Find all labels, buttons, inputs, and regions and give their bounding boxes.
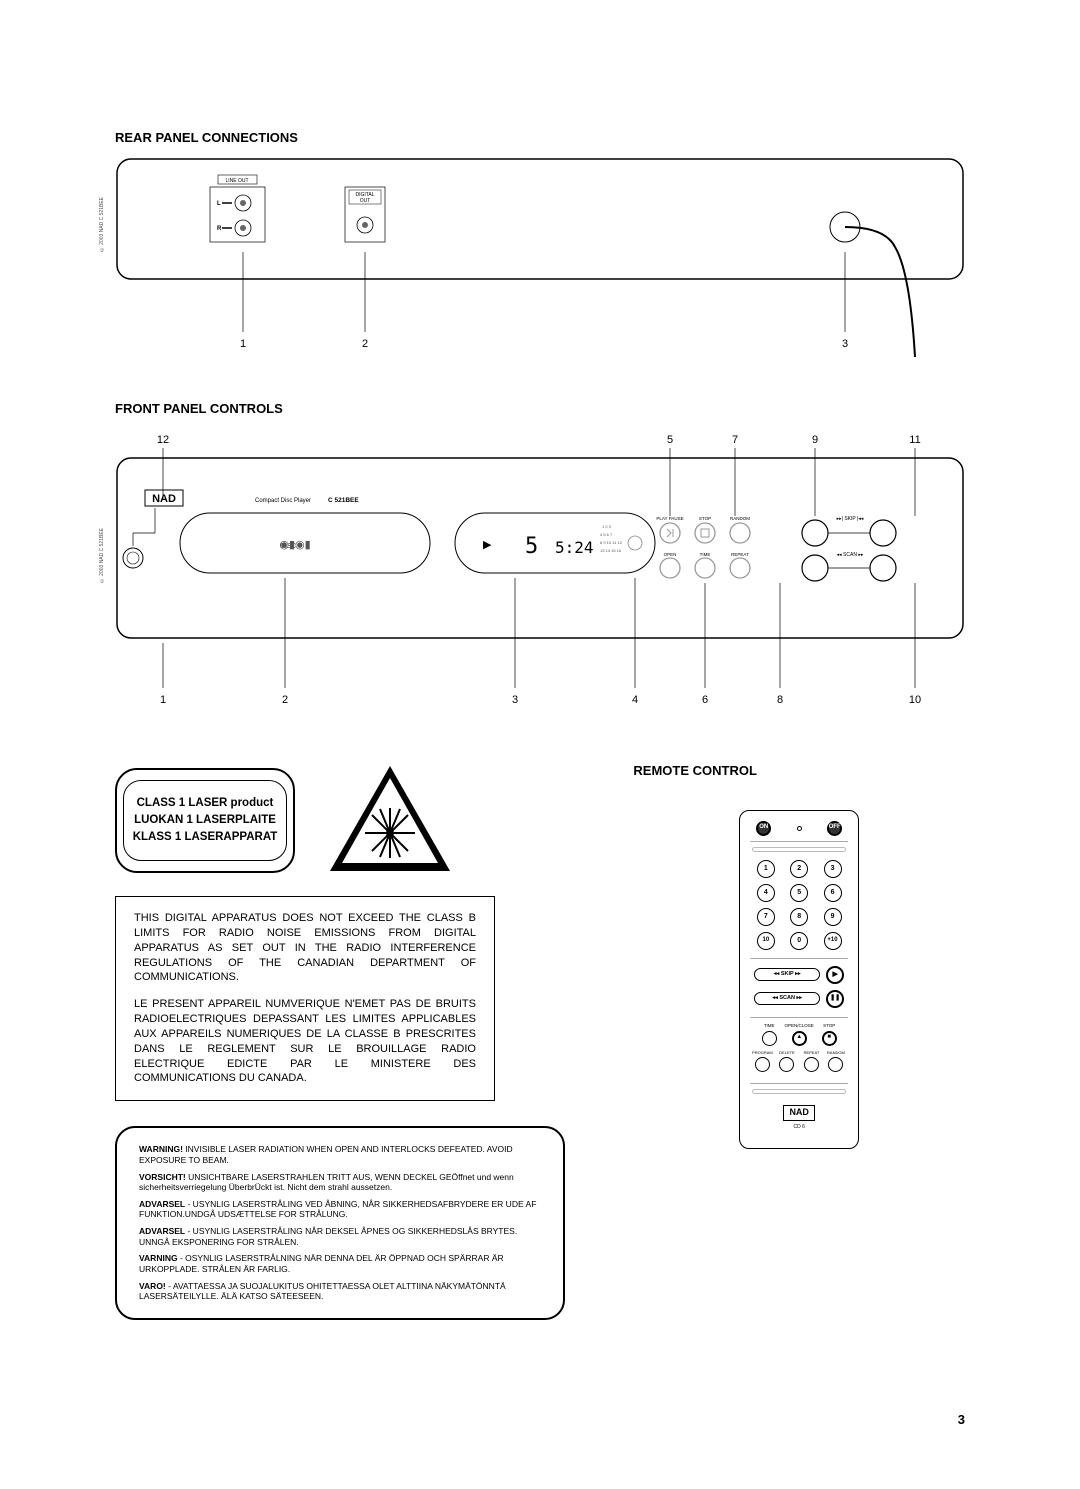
svg-text:◂◂ SCAN ▸▸: ◂◂ SCAN ▸▸ <box>837 552 864 558</box>
stop-button[interactable]: ■ <box>822 1031 837 1046</box>
ir-led-icon <box>797 826 802 831</box>
lineout-label: LINE OUT <box>225 178 248 184</box>
copyright-text: © 2003 NAD C 521BEE <box>99 528 106 583</box>
laser-line2: LUOKAN 1 LASERPLAITE <box>128 812 282 829</box>
svg-text:STOP: STOP <box>699 516 711 521</box>
off-button[interactable]: OFF <box>827 821 842 836</box>
num-4-button[interactable]: 4 <box>757 884 775 902</box>
skip-button[interactable]: ◂◂ SKIP ▸▸ <box>754 968 820 981</box>
svg-text:1: 1 <box>160 694 166 706</box>
multilang-warning-box: WARNING! INVISIBLE LASER RADIATION WHEN … <box>115 1126 565 1320</box>
num-1-button[interactable]: 1 <box>757 860 775 878</box>
remote-title: REMOTE CONTROL <box>633 763 965 780</box>
open-close-button[interactable]: ▲ <box>792 1031 807 1046</box>
scan-button[interactable]: ◂◂ SCAN ▸▸ <box>754 992 820 1005</box>
svg-text:8: 8 <box>777 694 783 706</box>
play-button[interactable]: ▶ <box>826 966 844 984</box>
laser-class-badge: CLASS 1 LASER product LUOKAN 1 LASERPLAI… <box>115 768 295 874</box>
num-10-button[interactable]: 10 <box>757 932 775 950</box>
remote-model: CD 6 <box>746 1124 852 1131</box>
delete-button[interactable] <box>779 1057 794 1072</box>
svg-text:6: 6 <box>702 694 708 706</box>
svg-text:7: 7 <box>732 434 738 446</box>
on-button[interactable]: ON <box>756 821 771 836</box>
svg-text:4 5 6 7: 4 5 6 7 <box>600 532 613 537</box>
rear-panel-diagram: © 2003 NAD C 521BEE LINE OUT L R DIGITAL… <box>115 157 965 362</box>
svg-text:REPEAT: REPEAT <box>731 552 749 557</box>
svg-text:PLAY PAUSE: PLAY PAUSE <box>656 516 683 521</box>
svg-text:NAD: NAD <box>152 493 176 505</box>
rear-panel-title: REAR PANEL CONNECTIONS <box>115 130 965 147</box>
svg-text:8 9 10 11 12: 8 9 10 11 12 <box>600 540 623 545</box>
svg-text:3: 3 <box>512 694 518 706</box>
svg-text:3: 3 <box>842 338 848 350</box>
svg-text:5: 5 <box>525 534 538 559</box>
svg-text:5: 5 <box>667 434 673 446</box>
page-number: 3 <box>958 1412 965 1429</box>
laser-line3: KLASS 1 LASERAPPARAT <box>128 829 282 846</box>
laser-warning-triangle-icon <box>325 763 455 878</box>
laser-line1: CLASS 1 LASER product <box>128 795 282 812</box>
num-0-button[interactable]: 0 <box>790 932 808 950</box>
copyright-text: © 2003 NAD C 521BEE <box>99 197 106 252</box>
num-5-button[interactable]: 5 <box>790 884 808 902</box>
svg-text:OPEN: OPEN <box>664 552 677 557</box>
svg-text:2: 2 <box>362 338 368 350</box>
svg-text:5:24: 5:24 <box>555 538 594 557</box>
compliance-fr: LE PRESENT APPAREIL NUMVERIQUE N'EMET PA… <box>134 997 476 1086</box>
svg-text:▶: ▶ <box>483 539 492 551</box>
num-2-button[interactable]: 2 <box>790 860 808 878</box>
num-9-button[interactable]: 9 <box>824 908 842 926</box>
remote-brand: NAD <box>783 1105 815 1121</box>
svg-text:12: 12 <box>157 434 169 446</box>
compliance-en: THIS DIGITAL APPARATUS DOES NOT EXCEED T… <box>134 911 476 985</box>
svg-text:1: 1 <box>240 338 246 350</box>
time-button[interactable] <box>762 1031 777 1046</box>
num-6-button[interactable]: 6 <box>824 884 842 902</box>
front-panel-diagram: © 2003 NAD C 521BEE 12 5 7 9 11 NAD Comp… <box>115 428 965 723</box>
svg-text:C 521BEE: C 521BEE <box>328 497 359 504</box>
num-7-button[interactable]: 7 <box>757 908 775 926</box>
svg-text:9: 9 <box>812 434 818 446</box>
svg-text:4: 4 <box>632 694 638 706</box>
svg-text:TIME: TIME <box>700 552 711 557</box>
svg-text:▸▸| SKIP |◂◂: ▸▸| SKIP |◂◂ <box>837 516 864 522</box>
repeat-button[interactable] <box>804 1057 819 1072</box>
pause-button[interactable]: ❚❚ <box>826 990 844 1008</box>
svg-text:L: L <box>217 201 221 207</box>
program-button[interactable] <box>755 1057 770 1072</box>
svg-text:disc: disc <box>280 540 297 550</box>
svg-text:2: 2 <box>282 694 288 706</box>
number-pad: 1 2 3 4 5 6 7 8 9 10 0 +10 <box>754 860 844 950</box>
num-plus10-button[interactable]: +10 <box>824 932 842 950</box>
svg-text:1 2 3: 1 2 3 <box>602 524 612 529</box>
svg-text:OUT: OUT <box>360 198 371 204</box>
random-button[interactable] <box>828 1057 843 1072</box>
svg-text:10: 10 <box>909 694 921 706</box>
svg-text:R: R <box>217 226 222 232</box>
remote-control-diagram: ON OFF 1 2 3 4 5 6 7 8 9 10 0 +10 <box>739 810 859 1149</box>
front-panel-title: FRONT PANEL CONTROLS <box>115 401 965 418</box>
svg-text:Compact Disc Player: Compact Disc Player <box>255 498 311 504</box>
num-3-button[interactable]: 3 <box>824 860 842 878</box>
num-8-button[interactable]: 8 <box>790 908 808 926</box>
compliance-notice: THIS DIGITAL APPARATUS DOES NOT EXCEED T… <box>115 896 495 1101</box>
svg-text:RANDOM: RANDOM <box>730 516 750 521</box>
svg-text:11: 11 <box>909 434 920 446</box>
svg-text:13 14 15 16: 13 14 15 16 <box>600 548 622 553</box>
